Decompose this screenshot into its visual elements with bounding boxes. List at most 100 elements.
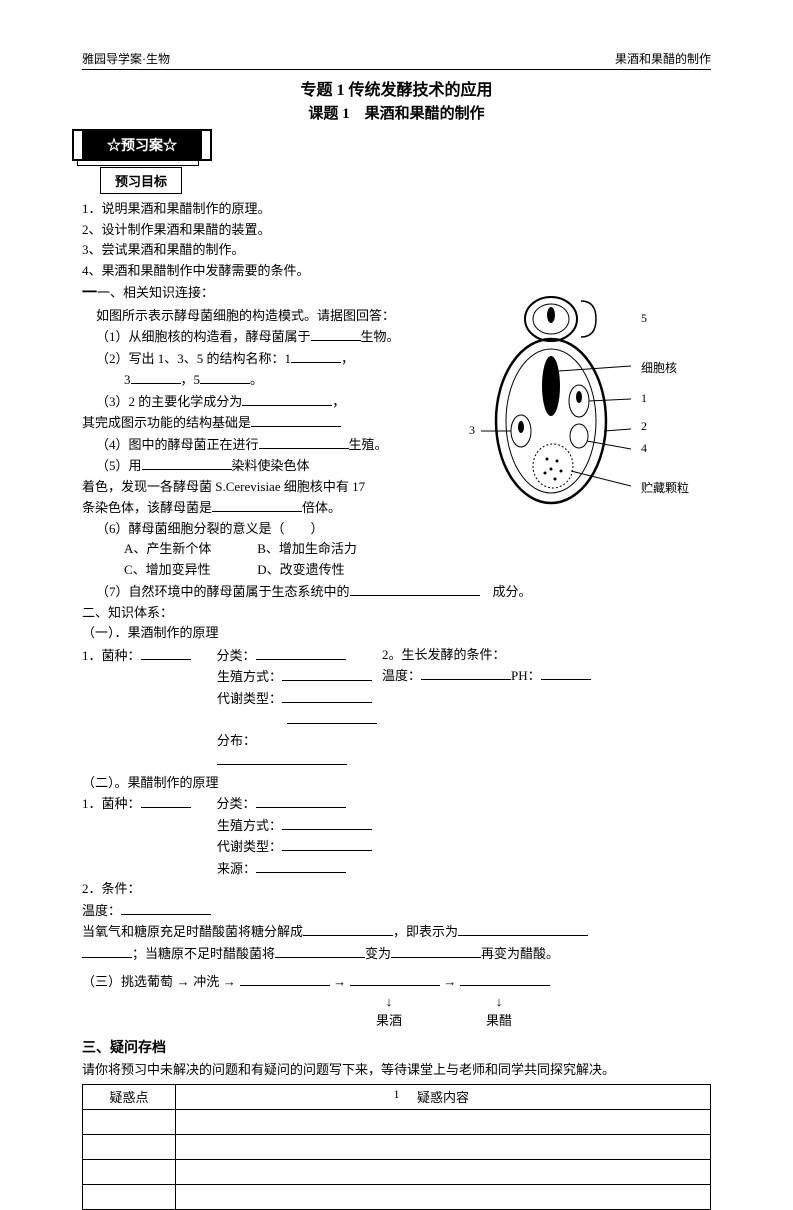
blank[interactable] xyxy=(256,793,346,808)
blank[interactable] xyxy=(350,581,480,596)
blank[interactable] xyxy=(131,369,181,384)
s2-o1b: ，即表示为 xyxy=(393,924,458,939)
blank[interactable] xyxy=(391,943,481,958)
preview-banner: ☆预习案☆ xyxy=(82,129,202,161)
q5d: 条染色体，该酵母菌是 xyxy=(82,500,212,515)
s3a: （三）挑选葡萄 xyxy=(82,974,173,989)
q3c: 其完成图示功能的结构基础是 xyxy=(82,415,251,430)
s2-wd2-l: 温度： xyxy=(82,903,121,918)
s2b-ly-l: 来源： xyxy=(217,861,256,876)
s2-ph-l: PH： xyxy=(511,668,541,683)
blank[interactable] xyxy=(460,971,550,986)
header-right: 果酒和果醋的制作 xyxy=(615,50,711,67)
q5-cont2: 条染色体，该酵母菌是 倍体。 xyxy=(82,497,481,518)
goal-3: 3、尝试果酒和果醋的制作。 xyxy=(82,240,711,260)
blank[interactable] xyxy=(256,858,346,873)
s2b-szfs-l: 生殖方式： xyxy=(217,818,282,833)
q3: （3）2 的主要化学成分为， xyxy=(82,391,481,412)
blank[interactable] xyxy=(141,793,191,808)
q5-cont1: 着色，发现一各酵母菌 S.Cerevisiae 细胞核中有 17 xyxy=(82,477,481,497)
blank[interactable] xyxy=(282,688,372,703)
blank[interactable] xyxy=(212,497,302,512)
blank[interactable] xyxy=(251,412,341,427)
blank[interactable] xyxy=(256,645,346,660)
blank[interactable] xyxy=(200,369,250,384)
blank[interactable] xyxy=(121,900,211,915)
q3b: ， xyxy=(332,394,345,409)
section2-head: 二、知识体系： xyxy=(82,603,711,623)
down-arrows: ↓ ↓ xyxy=(82,994,711,1010)
q1a: （1）从细胞核的构造看，酵母菌属于 xyxy=(96,329,311,344)
blank[interactable] xyxy=(142,455,232,470)
label-vinegar: 果醋 xyxy=(444,1010,554,1029)
blank[interactable] xyxy=(240,971,330,986)
blank[interactable] xyxy=(282,815,372,830)
blank[interactable] xyxy=(282,836,372,851)
q5b: 染料使染色体 xyxy=(232,458,310,473)
label-3: 3 xyxy=(469,423,475,438)
table-row[interactable] xyxy=(83,1159,711,1184)
s2-o2c: 再变为醋酸。 xyxy=(481,946,559,961)
blank[interactable] xyxy=(287,709,377,724)
table-row[interactable] xyxy=(83,1134,711,1159)
section1-head: 一一、相关知识连接： xyxy=(82,282,481,305)
s3b: 冲洗 xyxy=(193,974,219,989)
blank[interactable] xyxy=(291,348,341,363)
q7b: 成分。 xyxy=(493,584,532,599)
q5e: 倍体。 xyxy=(302,500,341,515)
q1b: 生物。 xyxy=(361,329,400,344)
s2-dxlx-l: 代谢类型： xyxy=(217,691,282,706)
blank[interactable] xyxy=(458,921,588,936)
table-row[interactable] xyxy=(83,1184,711,1209)
blank[interactable] xyxy=(242,391,332,406)
label-4: 4 xyxy=(641,441,647,456)
q6ab: A、产生新个体 B、增加生命活力 xyxy=(82,539,481,559)
s2-wd: 温度：PH： xyxy=(382,665,591,686)
section3-text: 请你将预习中未解决的问题和有疑问的问题写下来，等待课堂上与老师和同学共同探究解决… xyxy=(82,1060,711,1080)
s2-szfs: 生殖方式： xyxy=(82,666,382,687)
q6d: C、增加变异性 xyxy=(124,560,254,580)
goal-1: 1．说明果酒和果醋制作的原理。 xyxy=(82,199,711,219)
s2-cond: 2。生长发酵的条件： xyxy=(382,645,591,665)
s2b-ly: 来源： xyxy=(82,858,711,879)
blank[interactable] xyxy=(311,326,361,341)
goal-box: 预习目标 xyxy=(100,167,182,194)
blank[interactable] xyxy=(217,750,347,765)
s2-fl: 分类： xyxy=(217,648,256,663)
q2e: 。 xyxy=(250,372,263,387)
q3-cont: 其完成图示功能的结构基础是 xyxy=(82,412,481,433)
section3-head: 三、疑问存档 xyxy=(82,1037,711,1057)
blank[interactable] xyxy=(275,943,365,958)
blank[interactable] xyxy=(350,971,440,986)
blank[interactable] xyxy=(259,434,349,449)
sec1-intro: 如图所示表示酵母菌细胞的构造模式。请据图回答： xyxy=(82,306,481,326)
label-nucleus: 细胞核 xyxy=(641,359,677,376)
goal-4: 4、果酒和果醋制作中发酵需要的条件。 xyxy=(82,261,711,281)
q7: （7）自然环境中的酵母菌属于生态系统中的 成分。 xyxy=(82,581,711,602)
q1: （1）从细胞核的构造看，酵母菌属于 生物。 xyxy=(82,326,481,347)
flow: （三）挑选葡萄 → 冲洗 → → → xyxy=(82,971,711,990)
s2-o2: ；当糖原不足时醋酸菌将 变为 再变为醋酸。 xyxy=(82,943,711,964)
label-2: 2 xyxy=(641,419,647,434)
s2-jz: 1．菌种： 分类： xyxy=(82,645,382,666)
cell-svg xyxy=(481,291,631,511)
header-left: 雅园导学案·生物 xyxy=(82,50,170,67)
q2: （2）写出 1、3、5 的结构名称：1， xyxy=(82,348,481,369)
blank[interactable] xyxy=(82,943,132,958)
blank[interactable] xyxy=(141,645,191,660)
s2-dxlx: 代谢类型： xyxy=(82,688,382,709)
s2-o2b: 变为 xyxy=(365,946,391,961)
q6cd: C、增加变异性 D、改变遗传性 xyxy=(82,560,481,580)
q2-cont: 3，5。 xyxy=(82,369,481,390)
goal-2: 2、设计制作果酒和果醋的装置。 xyxy=(82,220,711,240)
label-granule: 贮藏颗粒 xyxy=(641,479,689,496)
blank[interactable] xyxy=(282,666,372,681)
blank[interactable] xyxy=(303,921,393,936)
blank[interactable] xyxy=(541,665,591,680)
s2b-jz: 1．菌种： 分类： xyxy=(82,793,711,814)
q4a: （4）图中的酵母菌正在进行 xyxy=(96,437,259,452)
blank[interactable] xyxy=(421,665,511,680)
s2-o2a: ；当糖原不足时醋酸菌将 xyxy=(132,946,275,961)
q6c: B、增加生命活力 xyxy=(257,541,357,556)
sub-title: 课题 1 果酒和果醋的制作 xyxy=(82,102,711,123)
